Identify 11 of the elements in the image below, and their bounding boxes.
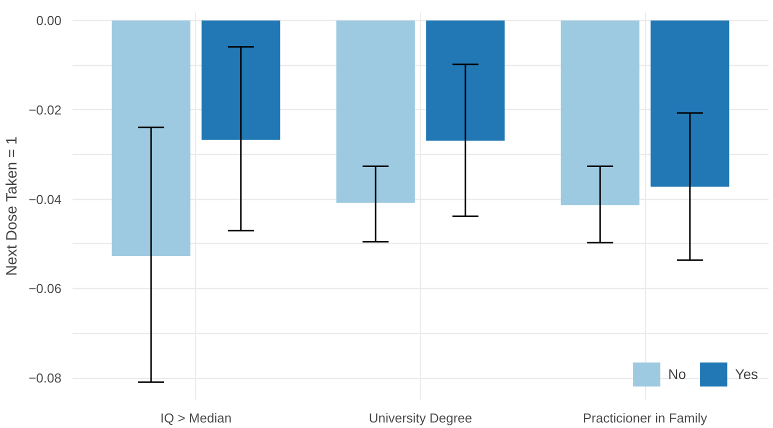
y-tick-label: −0.04 [28,192,62,207]
y-tick-label: −0.06 [28,281,62,296]
x-tick-label: Practicioner in Family [582,410,708,426]
y-tick-label: −0.02 [28,102,62,118]
x-tick-label: IQ > Median [160,410,232,426]
legend-label: No [668,366,688,382]
legend-label: Yes [735,366,758,382]
y-tick-label: −0.08 [28,370,62,386]
x-tick-label: University Degree [368,410,472,426]
y-axis-title: Next Dose Taken = 1 [4,136,21,276]
y-tick-label: 0.00 [36,13,62,28]
